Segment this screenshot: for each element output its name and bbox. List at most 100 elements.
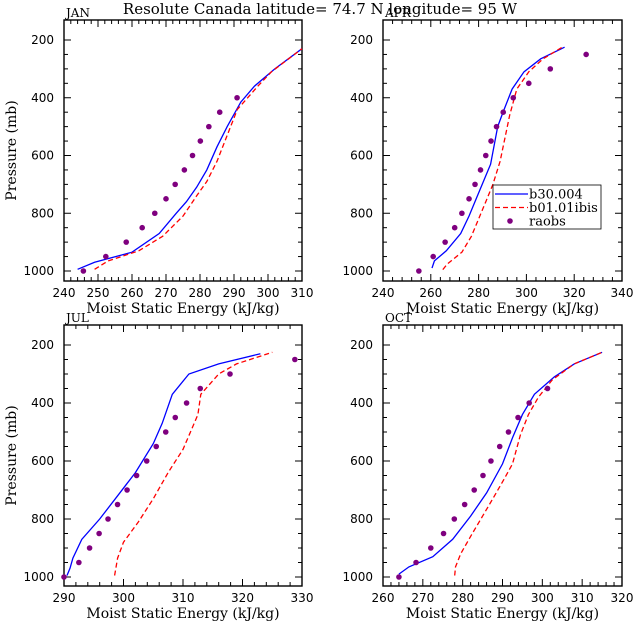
raobs-point	[189, 152, 196, 159]
y-tick-label: 800	[350, 512, 373, 526]
x-axis-label: Moist Static Energy (kJ/kg)	[406, 301, 599, 317]
series-line-b01-01ibis	[442, 46, 563, 271]
series-line-b30-004	[66, 353, 261, 576]
x-tick-label: 290	[491, 591, 514, 605]
y-tick-label: 200	[31, 33, 54, 47]
raobs-point	[477, 167, 484, 173]
raobs-point	[488, 458, 494, 464]
raobs-point	[103, 253, 109, 260]
raobs-point	[162, 429, 169, 435]
raobs-point	[216, 109, 223, 115]
legend-entry-label: b01.01ibis	[529, 201, 598, 216]
raobs-point	[480, 472, 486, 479]
x-tick-label: 240	[53, 286, 76, 300]
x-axis-label: Moist Static Energy (kJ/kg)	[86, 606, 279, 622]
raobs-point	[172, 181, 178, 188]
x-tick-label: 240	[372, 286, 395, 300]
raobs-point	[114, 501, 121, 508]
x-tick-label: 330	[291, 591, 314, 605]
y-tick-label: 400	[350, 91, 373, 105]
x-axis-label: Moist Static Energy (kJ/kg)	[406, 606, 599, 622]
x-tick-label: 300	[257, 286, 280, 300]
legend-entry-label: b30.004	[529, 188, 583, 203]
x-tick-label: 280	[189, 286, 212, 300]
plot-frame	[63, 19, 303, 282]
raobs-point	[451, 516, 458, 522]
y-tick-label: 1000	[23, 264, 54, 278]
raobs-point	[442, 239, 448, 245]
x-tick-label: 310	[172, 591, 195, 605]
raobs-point	[172, 414, 179, 421]
series-raobs	[61, 356, 298, 580]
y-tick-label: 200	[31, 338, 54, 352]
x-tick-label: 280	[467, 286, 490, 300]
raobs-point	[461, 501, 468, 508]
raobs-point	[153, 443, 160, 450]
x-tick-label: 300	[112, 591, 135, 605]
raobs-point	[234, 94, 240, 101]
series-line-b30-004	[431, 46, 565, 269]
raobs-point	[292, 356, 298, 363]
x-tick-label: 300	[531, 591, 554, 605]
y-tick-label: 400	[31, 396, 54, 410]
x-tick-label: 250	[87, 286, 110, 300]
y-tick-label: 600	[31, 149, 54, 163]
series-line-b01-01ibis	[454, 351, 603, 576]
raobs-point	[80, 268, 87, 274]
x-tick-label: 290	[53, 591, 76, 605]
y-tick-label: 800	[350, 206, 373, 220]
x-tick-label: 320	[231, 591, 254, 605]
raobs-point	[139, 224, 145, 231]
series-line-b30-004	[398, 351, 603, 575]
raobs-point	[459, 210, 465, 217]
x-tick-label: 320	[611, 591, 633, 605]
panel-oct: OCT 260 270 280 290 300 310 320 200 400 600 800 1000…	[342, 311, 633, 622]
raobs-point	[124, 487, 130, 493]
panel-title: JAN	[64, 6, 90, 20]
raobs-point	[510, 94, 517, 101]
y-tick-label: 1000	[342, 570, 373, 584]
raobs-point	[206, 123, 212, 130]
raobs-point	[547, 66, 554, 72]
panel-jul: JUL 290 300 310 320 330 200 400 600 800 1000 Moist …	[4, 311, 313, 622]
series-raobs	[396, 385, 551, 580]
series-line-b01-01ibis	[94, 48, 303, 270]
raobs-point	[413, 559, 419, 566]
legend-entry-label: raobs	[529, 215, 566, 230]
y-tick-label: 200	[350, 33, 373, 47]
raobs-point	[430, 253, 436, 260]
raobs-point	[183, 400, 190, 406]
raobs-point	[396, 574, 402, 580]
raobs-point	[500, 109, 507, 115]
raobs-point	[440, 530, 447, 537]
raobs-point	[143, 458, 150, 464]
y-tick-label: 400	[31, 91, 54, 105]
x-tick-label: 260	[419, 286, 442, 300]
x-tick-label: 270	[411, 591, 434, 605]
raobs-point	[96, 530, 102, 537]
panel-jan: JAN 240 250 260 270 280 290 300 310 200 400 600 800 1…	[4, 6, 313, 317]
x-tick-label: 320	[563, 286, 586, 300]
raobs-point	[466, 196, 472, 202]
x-tick-label: 260	[121, 286, 144, 300]
raobs-point	[181, 167, 188, 173]
raobs-point	[163, 196, 169, 202]
raobs-point	[583, 51, 589, 58]
legend-marker-raobs	[507, 218, 513, 224]
series-line-b01-01ibis	[113, 351, 273, 576]
raobs-point	[197, 385, 204, 392]
series-line-b30-004	[77, 48, 303, 270]
panel-title: OCT	[385, 311, 412, 325]
raobs-point	[544, 385, 551, 392]
x-tick-label: 270	[155, 286, 178, 300]
plot-frame	[382, 19, 623, 282]
x-axis-label: Moist Static Energy (kJ/kg)	[86, 301, 279, 317]
x-tick-label: 290	[223, 286, 246, 300]
raobs-point	[488, 138, 494, 144]
raobs-point	[105, 516, 111, 522]
y-tick-label: 400	[350, 396, 373, 410]
y-tick-label: 200	[350, 338, 373, 352]
raobs-point	[515, 414, 521, 421]
raobs-point	[61, 574, 67, 580]
